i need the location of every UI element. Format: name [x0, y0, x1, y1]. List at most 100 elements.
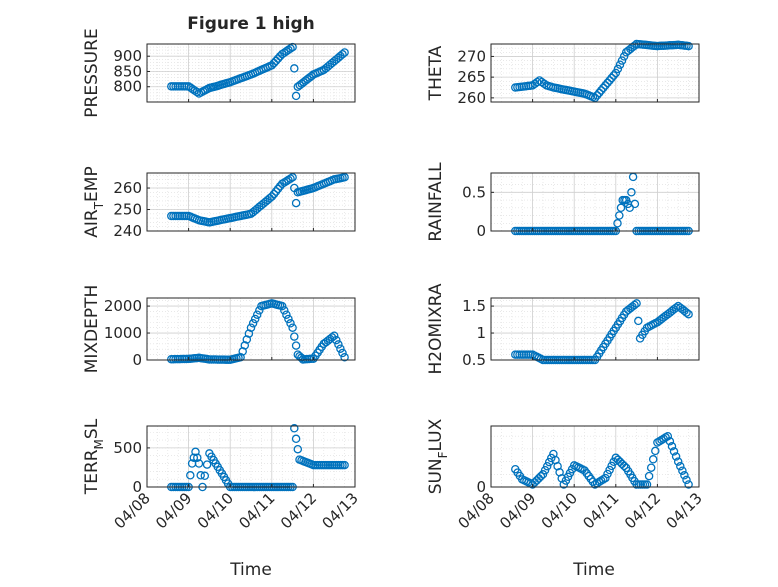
data-point [680, 471, 689, 480]
x-tick-label: 04/09 [496, 489, 539, 532]
data-point [194, 459, 204, 468]
data-point [607, 73, 616, 83]
data-point [601, 81, 610, 90]
data-point [284, 314, 293, 324]
y-axis-label: SUNFLUX [426, 418, 450, 494]
data-point [536, 472, 546, 481]
data-point [669, 447, 679, 456]
data-point [684, 41, 693, 51]
panel-rainfall: 0 0.5 RAINFALL [426, 162, 700, 242]
y-tick-label: 0 [132, 351, 142, 369]
data-point [609, 71, 618, 80]
data-point [284, 175, 293, 185]
data-point [184, 82, 193, 91]
data-point [327, 333, 337, 342]
data-point [291, 341, 301, 350]
data-point [269, 189, 279, 199]
data-point [267, 61, 277, 70]
data-point [684, 480, 693, 489]
data-point [642, 480, 652, 489]
data-point [632, 299, 641, 308]
x-axis-label-right: Time [572, 560, 615, 580]
y-tick-label: 900 [113, 47, 142, 65]
y-tick-label: 0.5 [462, 351, 486, 369]
data-point [332, 335, 341, 345]
y-axis-label: H2OMIXRA [426, 283, 446, 374]
data-point [273, 184, 283, 194]
data-point [244, 329, 254, 338]
axes-box [490, 43, 700, 103]
x-tick-label: 04/12 [277, 489, 320, 532]
data-point [280, 306, 289, 315]
data-point [615, 211, 624, 220]
data-point [277, 301, 287, 311]
data-point [619, 461, 629, 471]
data-point [648, 455, 658, 464]
x-tick-label: 04/10 [194, 489, 237, 532]
data-point [252, 310, 262, 319]
data-point [630, 300, 639, 310]
y-tick-label: 260 [113, 179, 142, 197]
data-point [291, 91, 301, 101]
data-point [192, 87, 202, 97]
data-point [288, 323, 297, 332]
data-point [627, 188, 636, 197]
data-point [542, 461, 552, 471]
y-axis-label: RAINFALL [426, 162, 446, 242]
data-point [246, 323, 256, 332]
x-tick-label: 04/11 [579, 489, 622, 532]
plot-area [491, 173, 699, 231]
data-point [540, 465, 550, 475]
y-tick-label: 240 [113, 222, 142, 240]
data-point [596, 86, 606, 95]
data-point [200, 471, 210, 481]
data-point [286, 319, 295, 328]
data-point [630, 41, 639, 50]
data-point [673, 457, 683, 466]
data-point [538, 470, 548, 479]
data-point [236, 353, 245, 362]
y-tick-label: 265 [457, 68, 486, 86]
data-point [634, 316, 643, 326]
data-point [250, 314, 260, 324]
data-point [603, 469, 612, 479]
data-point [539, 79, 549, 89]
data-point [619, 52, 629, 61]
axes-box [490, 172, 700, 232]
data-point [613, 64, 623, 74]
data-point [646, 463, 656, 472]
figure-title: Figure 1 high [187, 14, 315, 34]
data-point [286, 174, 295, 183]
data-point [189, 453, 199, 462]
data-point [202, 460, 212, 469]
data-point [665, 437, 675, 446]
data-point [605, 76, 614, 85]
data-point [599, 83, 608, 93]
data-point [277, 49, 287, 59]
data-point [193, 453, 202, 462]
data-point [663, 431, 673, 441]
data-point [616, 203, 626, 213]
x-tick-label: 04/13 [319, 489, 362, 532]
axes-box [146, 425, 356, 488]
data-point [282, 310, 291, 319]
data-point [682, 308, 691, 317]
data-point [338, 50, 347, 59]
y-tick-label: 800 [113, 78, 142, 96]
y-axis-label: MIXDEPTH [82, 285, 102, 374]
data-point [284, 45, 293, 55]
data-point [682, 475, 691, 485]
x-axis-label-left: Time [229, 560, 272, 580]
data-point [340, 173, 349, 182]
data-point [290, 64, 299, 73]
data-point [336, 344, 345, 353]
y-tick-label: 0 [132, 478, 142, 496]
axes-box [146, 43, 356, 103]
panel-theta: 260 265 270 THETA [426, 39, 700, 107]
data-point [329, 331, 339, 340]
y-tick-label: 500 [113, 439, 142, 457]
